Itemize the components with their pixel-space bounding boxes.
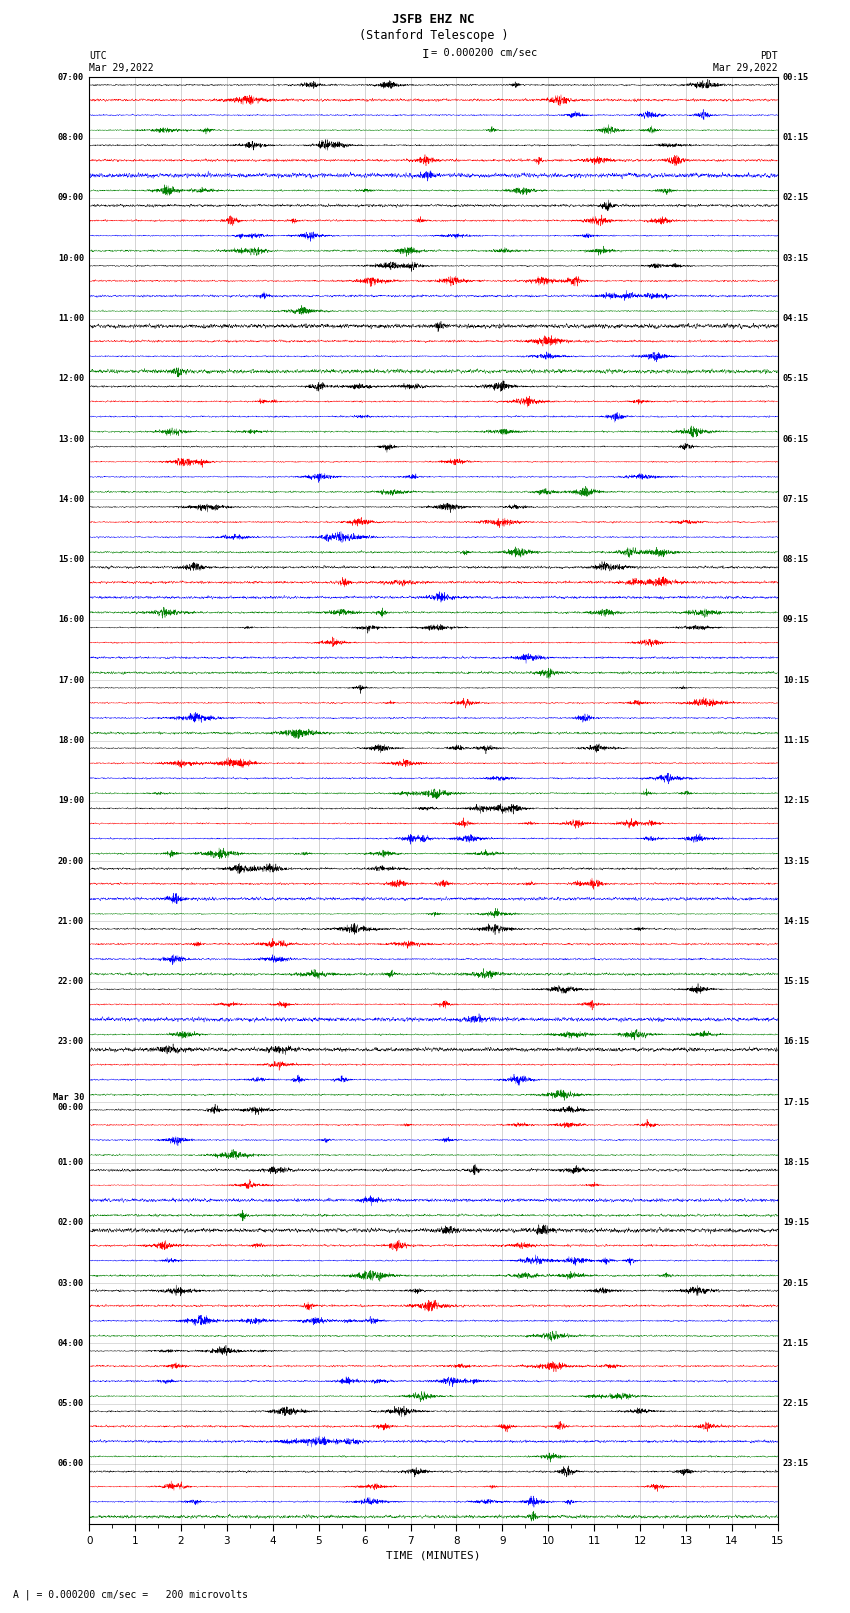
Text: 02:15: 02:15: [783, 194, 809, 203]
Text: A | = 0.000200 cm/sec =   200 microvolts: A | = 0.000200 cm/sec = 200 microvolts: [13, 1589, 247, 1600]
Text: 11:15: 11:15: [783, 736, 809, 745]
Text: 13:00: 13:00: [58, 434, 84, 444]
Text: 10:15: 10:15: [783, 676, 809, 686]
Text: 07:00: 07:00: [58, 73, 84, 82]
Text: 23:15: 23:15: [783, 1460, 809, 1468]
Text: 15:15: 15:15: [783, 977, 809, 986]
Text: 08:00: 08:00: [58, 134, 84, 142]
Text: 01:15: 01:15: [783, 134, 809, 142]
Text: 16:15: 16:15: [783, 1037, 809, 1047]
X-axis label: TIME (MINUTES): TIME (MINUTES): [386, 1550, 481, 1560]
Text: 15:00: 15:00: [58, 555, 84, 565]
Text: 14:00: 14:00: [58, 495, 84, 503]
Text: 03:00: 03:00: [58, 1279, 84, 1287]
Text: 04:00: 04:00: [58, 1339, 84, 1348]
Text: = 0.000200 cm/sec: = 0.000200 cm/sec: [431, 48, 537, 58]
Text: 05:15: 05:15: [783, 374, 809, 384]
Text: 19:15: 19:15: [783, 1218, 809, 1227]
Text: 05:00: 05:00: [58, 1398, 84, 1408]
Text: 16:00: 16:00: [58, 616, 84, 624]
Text: I: I: [422, 48, 429, 61]
Text: 20:00: 20:00: [58, 857, 84, 866]
Text: 22:15: 22:15: [783, 1398, 809, 1408]
Text: 04:15: 04:15: [783, 315, 809, 323]
Text: UTC
Mar 29,2022: UTC Mar 29,2022: [89, 52, 154, 73]
Text: 23:00: 23:00: [58, 1037, 84, 1047]
Text: 10:00: 10:00: [58, 253, 84, 263]
Text: 06:15: 06:15: [783, 434, 809, 444]
Text: (Stanford Telescope ): (Stanford Telescope ): [359, 29, 508, 42]
Text: 01:00: 01:00: [58, 1158, 84, 1168]
Text: 21:15: 21:15: [783, 1339, 809, 1348]
Text: 00:15: 00:15: [783, 73, 809, 82]
Text: JSFB EHZ NC: JSFB EHZ NC: [392, 13, 475, 26]
Text: 09:00: 09:00: [58, 194, 84, 203]
Text: PDT
Mar 29,2022: PDT Mar 29,2022: [713, 52, 778, 73]
Text: Mar 30
00:00: Mar 30 00:00: [53, 1092, 84, 1111]
Text: 06:00: 06:00: [58, 1460, 84, 1468]
Text: 09:15: 09:15: [783, 616, 809, 624]
Text: 22:00: 22:00: [58, 977, 84, 986]
Text: 14:15: 14:15: [783, 916, 809, 926]
Text: 08:15: 08:15: [783, 555, 809, 565]
Text: 19:00: 19:00: [58, 797, 84, 805]
Text: 02:00: 02:00: [58, 1218, 84, 1227]
Text: 17:15: 17:15: [783, 1098, 809, 1107]
Text: 03:15: 03:15: [783, 253, 809, 263]
Text: 18:00: 18:00: [58, 736, 84, 745]
Text: 18:15: 18:15: [783, 1158, 809, 1168]
Text: 11:00: 11:00: [58, 315, 84, 323]
Text: 21:00: 21:00: [58, 916, 84, 926]
Text: 13:15: 13:15: [783, 857, 809, 866]
Text: 17:00: 17:00: [58, 676, 84, 686]
Text: 07:15: 07:15: [783, 495, 809, 503]
Text: 12:15: 12:15: [783, 797, 809, 805]
Text: 12:00: 12:00: [58, 374, 84, 384]
Text: 20:15: 20:15: [783, 1279, 809, 1287]
